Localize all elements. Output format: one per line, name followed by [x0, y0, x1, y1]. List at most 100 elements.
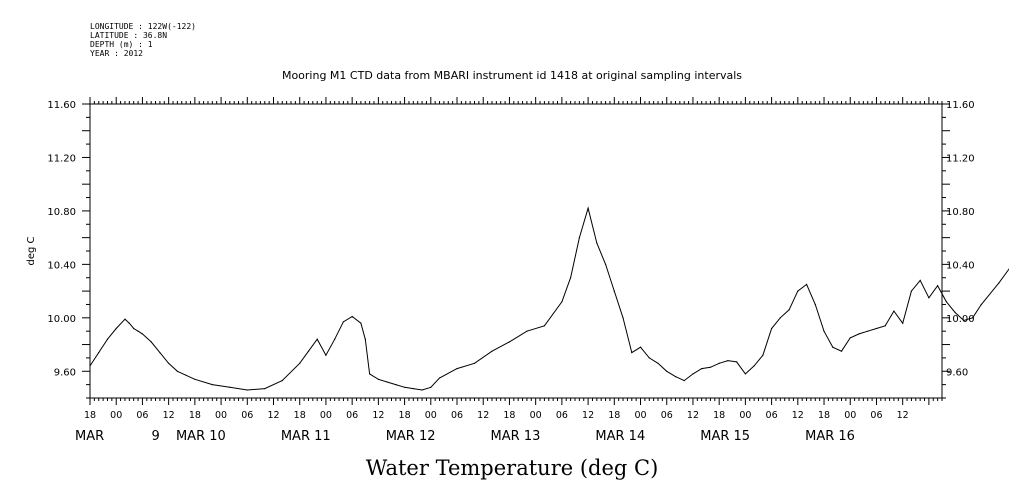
x-hour-label: 00: [844, 410, 856, 421]
data-point: [386, 381, 388, 383]
data-point: [176, 370, 178, 372]
x-hour-label: 00: [215, 410, 227, 421]
x-day-label: MAR 15: [700, 429, 750, 444]
data-point: [98, 352, 100, 354]
x-hour-label: 06: [870, 410, 882, 421]
x-hour-label: 18: [294, 410, 306, 421]
y-tick-label-right: 10.00: [946, 314, 975, 325]
data-point: [858, 333, 860, 335]
data-point: [369, 373, 371, 375]
x-hour-label: 06: [766, 410, 778, 421]
data-point: [893, 310, 895, 312]
chart-title: Mooring M1 CTD data from MBARI instrumen…: [282, 69, 742, 82]
x-day-label: 9: [152, 429, 160, 444]
data-point: [945, 301, 948, 303]
data-point: [631, 352, 633, 354]
x-day-label: MAR 11: [281, 429, 331, 444]
x-day-label: MAR: [75, 429, 104, 444]
data-point: [106, 338, 109, 340]
x-hour-label: 00: [739, 410, 751, 421]
data-point: [753, 365, 755, 367]
data-point: [334, 338, 336, 340]
x-hour-label: 06: [451, 410, 463, 421]
data-point: [137, 330, 139, 332]
data-point: [351, 315, 353, 318]
x-hour-label: 18: [189, 410, 201, 421]
data-point: [456, 368, 458, 370]
x-hour-label: 06: [241, 410, 253, 421]
x-day-label: MAR 16: [805, 429, 855, 444]
x-hour-label: 12: [687, 410, 699, 421]
y-tick-label-right: 10.80: [946, 207, 975, 218]
x-axis-label: Water Temperature (deg C): [366, 456, 659, 480]
metadata-block: LONGITUDE : 122W(-122) LATITUDE : 36.8N …: [90, 22, 196, 58]
x-hour-label: 12: [163, 410, 175, 421]
y-tick-label-right: 10.40: [946, 260, 975, 271]
data-point: [902, 322, 904, 324]
data-point: [919, 279, 921, 281]
y-tick-label: 10.80: [47, 207, 76, 218]
data-point: [168, 362, 170, 364]
x-hour-label: 12: [792, 410, 804, 421]
data-point: [150, 341, 152, 343]
data-point: [736, 361, 738, 363]
data-point: [128, 322, 130, 324]
plot-frame: [89, 103, 943, 399]
x-hour-label: 12: [897, 410, 909, 421]
data-point: [884, 325, 886, 327]
data-point: [832, 346, 834, 348]
x-day-label: MAR 12: [386, 429, 436, 444]
data-point: [972, 317, 974, 319]
data-point: [727, 360, 729, 362]
data-point: [867, 330, 869, 332]
data-point: [762, 354, 764, 356]
y-tick-label: 11.60: [47, 100, 76, 111]
data-point: [666, 370, 668, 372]
x-hour-label: 12: [582, 410, 594, 421]
data-point: [412, 388, 414, 390]
data-point: [430, 386, 432, 388]
data-point: [639, 346, 642, 348]
x-axis: 18 00 06 12 18 00 06 12 18 00 06 12 18 00 06 12 18 00 06 12…: [75, 97, 943, 444]
data-point: [648, 357, 650, 359]
x-hour-label: 06: [661, 410, 673, 421]
y-axis: 9.60 9.60 10.00 10.00 10.40 10.40 10.80 10.80 11…: [47, 100, 975, 399]
data-point: [718, 362, 720, 364]
data-point: [229, 386, 231, 388]
data-point: [159, 352, 161, 354]
y-tick-label: 11.20: [47, 153, 76, 164]
data-point: [928, 297, 930, 299]
data-point: [980, 303, 982, 306]
data-point: [264, 388, 266, 390]
x-hour-label: 12: [267, 410, 279, 421]
data-point: [115, 327, 117, 330]
data-point: [622, 317, 624, 319]
x-hour-label: 18: [84, 410, 96, 421]
data-point: [133, 327, 135, 330]
y-tick-label: 9.60: [54, 367, 76, 378]
data-point: [316, 338, 318, 340]
series-group: [89, 206, 1009, 391]
data-point: [875, 327, 878, 330]
data-point: [491, 350, 493, 352]
data-point: [364, 338, 366, 340]
data-point: [779, 317, 781, 319]
data-point: [937, 285, 939, 287]
data-point: [508, 341, 510, 343]
data-point: [89, 365, 91, 367]
y-tick-label-right: 9.60: [946, 367, 968, 378]
meta-line-latitude: LATITUDE : 36.8N: [90, 31, 167, 40]
data-point: [814, 303, 816, 306]
x-hour-label: 18: [503, 410, 515, 421]
data-point: [963, 319, 965, 322]
x-hour-label: 06: [136, 410, 148, 421]
data-point: [194, 378, 196, 380]
y-tick-label: 10.40: [47, 260, 76, 271]
data-point: [806, 283, 808, 285]
data-point: [438, 377, 441, 379]
data-point: [526, 330, 528, 332]
data-point: [360, 322, 362, 324]
x-hour-label: 00: [425, 410, 437, 421]
x-hour-label: 18: [608, 410, 620, 421]
data-point: [211, 384, 213, 386]
